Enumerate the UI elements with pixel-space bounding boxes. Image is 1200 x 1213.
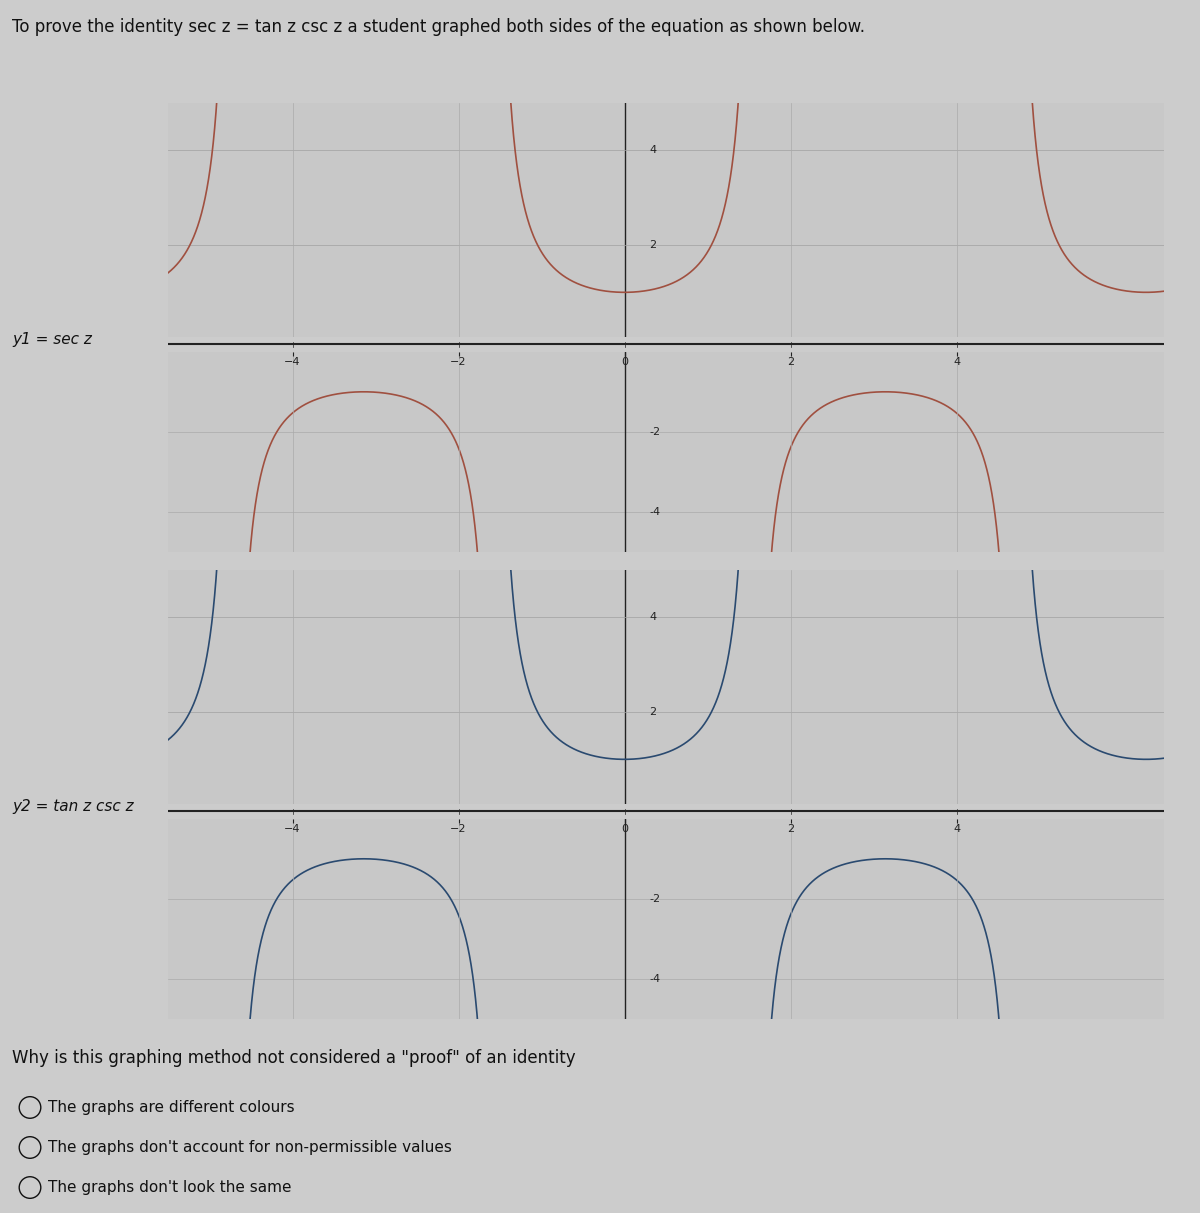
Text: -2: -2: [649, 427, 660, 437]
Text: 4: 4: [649, 613, 656, 622]
Text: 2: 2: [649, 707, 656, 717]
Text: y1 = sec z: y1 = sec z: [12, 332, 92, 347]
Text: 2: 2: [649, 240, 656, 250]
Text: Why is this graphing method not considered a "proof" of an identity: Why is this graphing method not consider…: [12, 1049, 576, 1067]
Text: 4: 4: [649, 146, 656, 155]
Text: -2: -2: [649, 894, 660, 904]
Text: To prove the identity sec z = tan z csc z a student graphed both sides of the eq: To prove the identity sec z = tan z csc …: [12, 18, 865, 36]
Text: The graphs are different colours: The graphs are different colours: [48, 1100, 295, 1115]
Text: -4: -4: [649, 974, 660, 984]
Text: y2 = tan z csc z: y2 = tan z csc z: [12, 799, 133, 814]
Text: -4: -4: [649, 507, 660, 517]
Text: The graphs don't look the same: The graphs don't look the same: [48, 1180, 292, 1195]
Text: The graphs don't account for non-permissible values: The graphs don't account for non-permiss…: [48, 1140, 452, 1155]
